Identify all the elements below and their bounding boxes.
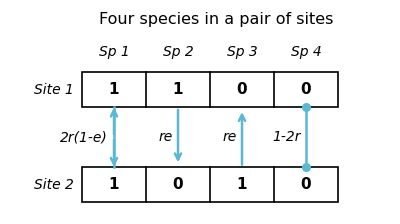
- Text: Site 1: Site 1: [34, 83, 74, 97]
- Text: re: re: [159, 130, 173, 144]
- Text: 1: 1: [173, 82, 183, 97]
- Text: 1-2r: 1-2r: [273, 130, 301, 144]
- Text: 0: 0: [301, 82, 311, 97]
- Text: Sp 2: Sp 2: [163, 45, 193, 59]
- Text: 0: 0: [237, 82, 247, 97]
- Text: Sp 4: Sp 4: [291, 45, 321, 59]
- Text: Sp 1: Sp 1: [99, 45, 129, 59]
- Text: 2r(1-e): 2r(1-e): [60, 130, 108, 144]
- Text: Site 2: Site 2: [34, 178, 74, 192]
- Text: re: re: [223, 130, 237, 144]
- Text: 0: 0: [301, 177, 311, 192]
- Text: 1: 1: [109, 177, 119, 192]
- Bar: [82, 72, 338, 107]
- Text: Sp 3: Sp 3: [227, 45, 257, 59]
- Text: Four species in a pair of sites: Four species in a pair of sites: [99, 12, 333, 27]
- Text: 1: 1: [109, 82, 119, 97]
- Bar: [82, 167, 338, 202]
- Text: 0: 0: [173, 177, 183, 192]
- Text: 1: 1: [237, 177, 247, 192]
